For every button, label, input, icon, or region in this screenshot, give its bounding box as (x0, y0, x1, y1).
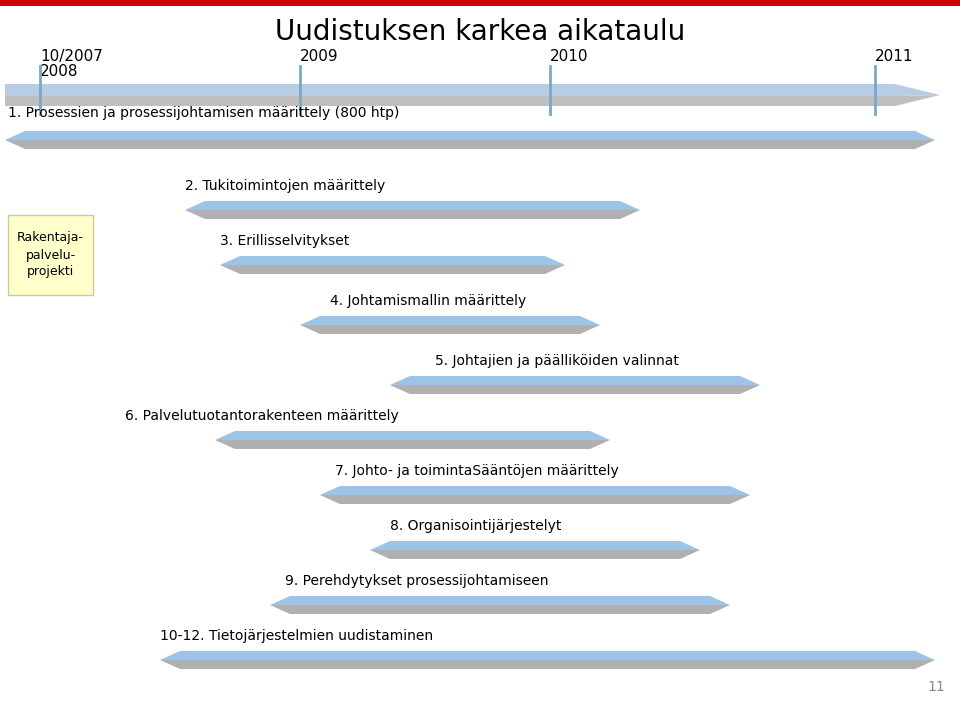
Polygon shape (915, 651, 935, 660)
Polygon shape (270, 596, 290, 605)
Bar (290, 596, 710, 605)
Bar (205, 210, 620, 219)
Text: 10-12. Tietojärjestelmien uudistaminen: 10-12. Tietojärjestelmien uudistaminen (160, 629, 433, 643)
Text: 3. Erillisselvitykset: 3. Erillisselvitykset (220, 234, 349, 248)
Text: 1. Prosessien ja prosessijohtamisen määrittely (800 htp): 1. Prosessien ja prosessijohtamisen määr… (8, 106, 399, 120)
Polygon shape (545, 265, 565, 274)
Polygon shape (185, 210, 205, 219)
Polygon shape (5, 131, 25, 140)
Polygon shape (160, 651, 180, 660)
Polygon shape (680, 541, 700, 550)
Text: 11: 11 (927, 680, 945, 694)
Polygon shape (370, 541, 390, 550)
Polygon shape (895, 84, 940, 96)
Polygon shape (5, 140, 25, 149)
Bar (240, 256, 545, 265)
Bar (180, 651, 915, 660)
Polygon shape (215, 440, 235, 449)
Text: 9. Perehdytykset prosessijohtamiseen: 9. Perehdytykset prosessijohtamiseen (285, 574, 548, 588)
Polygon shape (390, 385, 410, 394)
Text: Rakentaja-
palvelu-
projekti: Rakentaja- palvelu- projekti (17, 232, 84, 279)
Bar (340, 495, 730, 504)
Polygon shape (915, 660, 935, 669)
Polygon shape (580, 316, 600, 325)
Polygon shape (185, 201, 205, 210)
Bar (0, 0, 960, 6)
Polygon shape (215, 431, 235, 440)
Bar (410, 385, 740, 394)
Bar (290, 605, 710, 614)
Text: 10/2007: 10/2007 (40, 49, 103, 64)
Text: 7. Johto- ja toimintaSääntöjen määrittely: 7. Johto- ja toimintaSääntöjen määrittel… (335, 464, 619, 478)
Bar (390, 541, 680, 550)
Text: 4. Johtamismallin määrittely: 4. Johtamismallin määrittely (330, 294, 526, 308)
Bar (390, 550, 680, 559)
Bar (410, 376, 740, 385)
Bar (235, 431, 590, 440)
Polygon shape (730, 495, 750, 504)
Polygon shape (620, 210, 640, 219)
Text: Uudistuksen karkea aikataulu: Uudistuksen karkea aikataulu (275, 18, 685, 46)
Bar (340, 486, 730, 495)
Bar (320, 325, 580, 334)
Polygon shape (915, 140, 935, 149)
Bar (8, 215, 93, 295)
Polygon shape (300, 325, 320, 334)
Polygon shape (220, 265, 240, 274)
Polygon shape (710, 605, 730, 614)
Bar (5, 96, 895, 106)
Bar (180, 660, 915, 669)
Polygon shape (620, 201, 640, 210)
Polygon shape (545, 256, 565, 265)
Bar (25, 131, 915, 140)
Polygon shape (915, 131, 935, 140)
Polygon shape (740, 385, 760, 394)
Polygon shape (590, 440, 610, 449)
Bar (320, 316, 580, 325)
Text: 8. Organisointijärjestelyt: 8. Organisointijärjestelyt (390, 519, 562, 533)
Polygon shape (680, 550, 700, 559)
Polygon shape (270, 605, 290, 614)
Polygon shape (160, 660, 180, 669)
Text: 2. Tukitoimintojen määrittely: 2. Tukitoimintojen määrittely (185, 179, 385, 193)
Polygon shape (220, 256, 240, 265)
Polygon shape (390, 376, 410, 385)
Polygon shape (740, 376, 760, 385)
Polygon shape (730, 486, 750, 495)
Polygon shape (710, 596, 730, 605)
Bar (25, 140, 915, 149)
Bar (240, 265, 545, 274)
Bar (5, 84, 895, 96)
Text: 6. Palvelutuotantorakenteen määrittely: 6. Palvelutuotantorakenteen määrittely (125, 409, 398, 423)
Polygon shape (590, 431, 610, 440)
Polygon shape (320, 495, 340, 504)
Polygon shape (370, 550, 390, 559)
Polygon shape (895, 95, 940, 106)
Polygon shape (300, 316, 320, 325)
Text: 5. Johtajien ja päälliköiden valinnat: 5. Johtajien ja päälliköiden valinnat (435, 354, 679, 368)
Bar (205, 201, 620, 210)
Text: 2009: 2009 (300, 49, 339, 64)
Text: 2008: 2008 (40, 64, 79, 79)
Polygon shape (320, 486, 340, 495)
Bar (235, 440, 590, 449)
Text: 2010: 2010 (550, 49, 588, 64)
Polygon shape (580, 325, 600, 334)
Text: 2011: 2011 (875, 49, 914, 64)
